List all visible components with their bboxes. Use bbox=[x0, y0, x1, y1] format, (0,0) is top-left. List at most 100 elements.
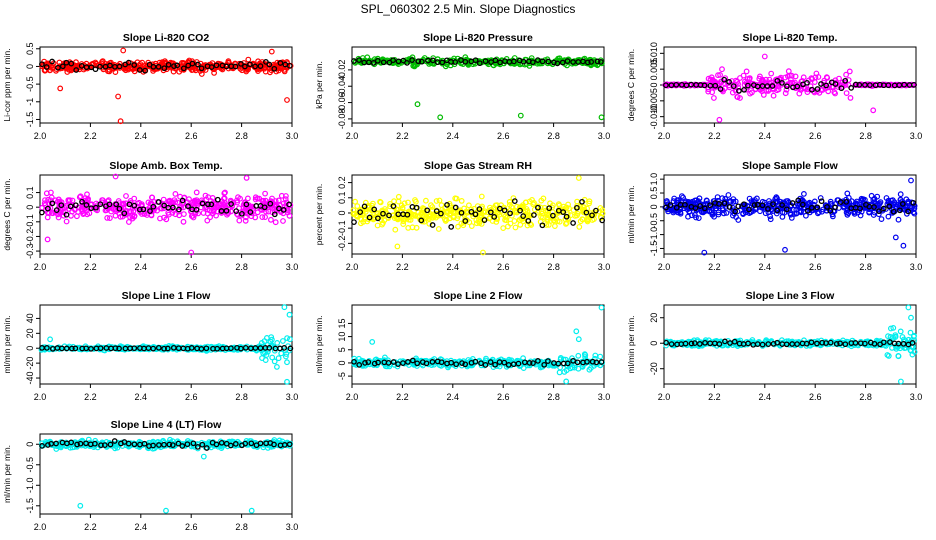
reference-point bbox=[589, 212, 595, 219]
x-tick-label: 2.4 bbox=[759, 131, 772, 141]
outlier-point bbox=[598, 114, 605, 121]
data-point bbox=[549, 204, 555, 211]
reference-point bbox=[529, 59, 536, 66]
data-point bbox=[484, 209, 491, 216]
data-point bbox=[711, 95, 717, 101]
reference-point bbox=[867, 82, 873, 88]
data-point bbox=[136, 199, 143, 206]
x-tick-label: 2.0 bbox=[34, 392, 47, 402]
panel-title: Slope Line 4 (LT) Flow bbox=[111, 419, 222, 431]
reference-point bbox=[667, 202, 674, 208]
y-tick-label: -0.06 bbox=[337, 92, 347, 113]
outlier-point bbox=[248, 507, 255, 514]
x-tick-label: 2.8 bbox=[547, 392, 560, 402]
reference-point bbox=[88, 345, 94, 352]
x-tick-label: 2.6 bbox=[497, 262, 510, 272]
data-point bbox=[433, 198, 440, 204]
data-point bbox=[247, 203, 254, 210]
reference-point bbox=[385, 360, 392, 366]
reference-point bbox=[45, 442, 51, 448]
data-point bbox=[394, 363, 401, 370]
data-point bbox=[123, 193, 129, 199]
data-point bbox=[843, 90, 850, 96]
reference-point bbox=[223, 207, 230, 214]
y-axis-label: ml/min per min. bbox=[626, 185, 636, 243]
reference-point bbox=[584, 59, 591, 66]
data-point bbox=[785, 68, 792, 75]
reference-point bbox=[58, 202, 65, 209]
y-tick-label: -20 bbox=[25, 357, 35, 370]
x-tick-label: 2.8 bbox=[547, 131, 560, 141]
reference-point bbox=[147, 208, 153, 214]
data-point bbox=[436, 197, 443, 204]
data-point bbox=[847, 94, 854, 101]
reference-point bbox=[472, 358, 479, 365]
reference-point bbox=[774, 77, 781, 84]
reference-point bbox=[247, 61, 253, 68]
panel-3: Slope Li-820 Temp. degrees C per min. 0.01… bbox=[626, 32, 922, 141]
data-point bbox=[801, 190, 807, 197]
data-point bbox=[283, 193, 289, 199]
data-point bbox=[553, 215, 560, 222]
reference-point bbox=[570, 220, 576, 226]
data-point bbox=[190, 64, 197, 70]
y-tick-label: -0.1 bbox=[337, 220, 347, 236]
data-point bbox=[287, 336, 293, 343]
data-point bbox=[746, 195, 753, 202]
y-tick-label: 10 bbox=[337, 332, 347, 342]
plot-frame bbox=[351, 46, 605, 124]
data-point bbox=[430, 212, 437, 219]
data-point bbox=[544, 214, 551, 221]
x-tick-label: 2.0 bbox=[346, 131, 359, 141]
x-tick-label: 2.6 bbox=[809, 131, 822, 141]
y-tick-label: 0.2 bbox=[337, 176, 347, 189]
data-point bbox=[530, 201, 537, 208]
reference-point bbox=[741, 86, 747, 93]
reference-point bbox=[783, 206, 790, 213]
data-point bbox=[843, 71, 849, 78]
reference-point bbox=[789, 200, 796, 206]
reference-point bbox=[546, 205, 553, 212]
reference-point bbox=[233, 208, 240, 214]
reference-point bbox=[287, 345, 294, 352]
data-point bbox=[450, 214, 457, 221]
data-point bbox=[907, 329, 914, 336]
data-point bbox=[765, 339, 772, 345]
reference-point bbox=[161, 65, 168, 72]
data-point bbox=[547, 217, 554, 224]
outlier-point bbox=[900, 242, 907, 249]
reference-point bbox=[205, 201, 211, 208]
data-point bbox=[471, 205, 478, 212]
data-point bbox=[773, 210, 780, 217]
data-point bbox=[358, 216, 365, 223]
reference-point bbox=[415, 58, 422, 65]
reference-point bbox=[243, 201, 250, 208]
data-point bbox=[261, 338, 268, 345]
data-point bbox=[832, 90, 838, 97]
outlier-point bbox=[598, 304, 605, 311]
x-tick-label: 3.0 bbox=[910, 131, 923, 141]
data-point bbox=[104, 214, 111, 221]
data-point bbox=[708, 209, 715, 216]
data-point bbox=[398, 202, 405, 209]
data-point bbox=[166, 198, 172, 204]
x-tick-label: 3.0 bbox=[598, 262, 611, 272]
reference-point bbox=[286, 201, 292, 208]
reference-point bbox=[539, 58, 546, 65]
reference-point bbox=[125, 59, 132, 66]
data-point bbox=[236, 205, 242, 212]
data-point bbox=[715, 209, 722, 216]
series-points bbox=[39, 173, 294, 256]
data-point bbox=[682, 198, 689, 205]
x-tick-label: 2.0 bbox=[34, 262, 47, 272]
data-point bbox=[172, 190, 179, 197]
y-tick-label: -0.04 bbox=[337, 76, 347, 97]
reference-point bbox=[803, 340, 810, 347]
reference-point bbox=[497, 205, 503, 212]
data-point bbox=[811, 198, 818, 205]
data-point bbox=[466, 202, 472, 209]
y-tick-label: 0.010 bbox=[649, 42, 659, 65]
reference-point bbox=[531, 212, 537, 218]
reference-point bbox=[49, 58, 55, 65]
data-point bbox=[506, 198, 513, 205]
